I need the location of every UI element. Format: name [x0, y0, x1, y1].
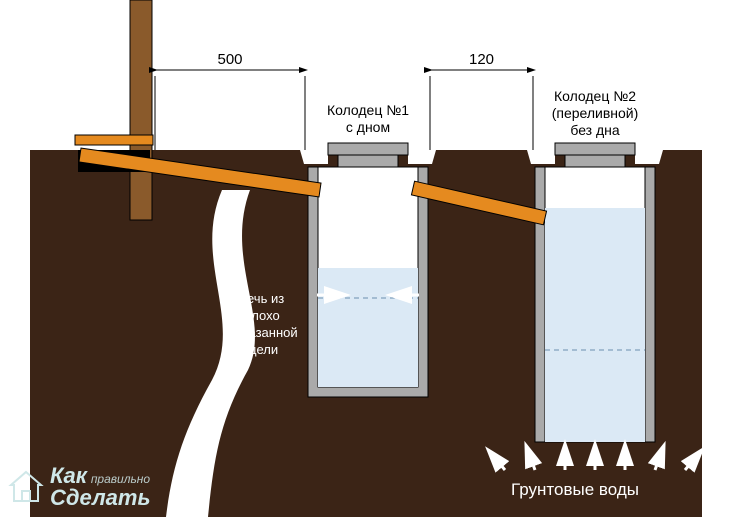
logo-word-2: правильно [91, 472, 150, 486]
house-icon [8, 469, 44, 505]
leak-label-line: замазанной [226, 325, 297, 340]
well-lid [328, 143, 408, 155]
diagram-svg: 500 120 Колодец №1с дном Колодец №2(перелив… [0, 0, 732, 517]
well-water [318, 268, 418, 387]
well1-label2: с дном [346, 119, 390, 135]
dim-label: 500 [217, 51, 242, 68]
well2-label2: (переливной) [552, 105, 639, 121]
house-post [130, 0, 152, 220]
leak-label-line: Течь из [240, 291, 284, 306]
well-lid [555, 143, 635, 155]
site-logo: Как правильно Сделать [8, 463, 151, 511]
logo-text: Как правильно Сделать [50, 463, 151, 511]
well-neck [565, 155, 625, 167]
leak-label-line: щели [246, 342, 278, 357]
well2-label3: без дна [570, 122, 620, 138]
well-neck [338, 155, 398, 167]
leak-label-line: плохо [244, 308, 279, 323]
well1-label1: Колодец №1 [327, 102, 409, 118]
well2-label1: Колодец №2 [554, 88, 636, 104]
well-water [545, 208, 645, 442]
groundwater-label: Грунтовые воды [511, 480, 639, 499]
logo-word-3: Сделать [50, 485, 151, 511]
dim-label: 120 [469, 51, 494, 68]
diagram-stage: 500 120 Колодец №1с дном Колодец №2(перелив… [0, 0, 732, 517]
house-slab [75, 135, 153, 145]
